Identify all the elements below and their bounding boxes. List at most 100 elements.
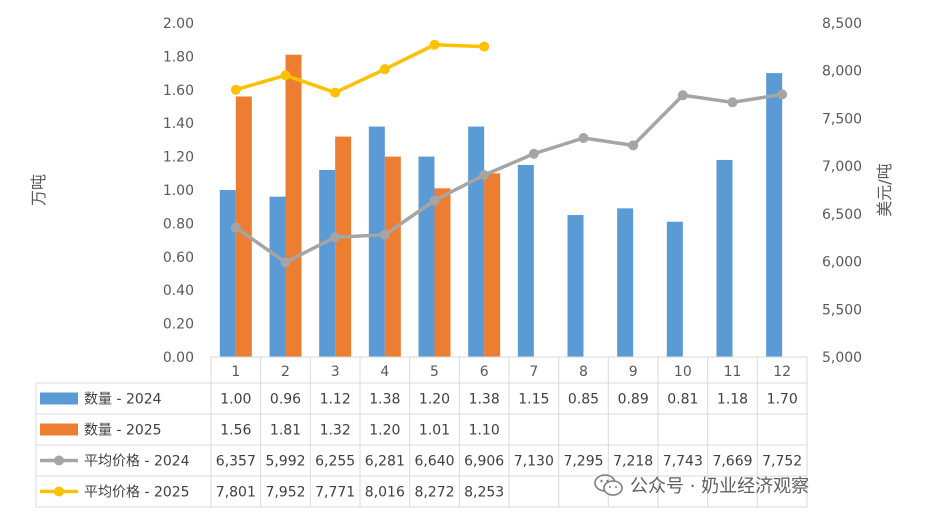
legend-key <box>40 392 78 405</box>
bar <box>285 54 302 357</box>
data-label: 1.10 <box>469 423 500 439</box>
data-label: 1.15 <box>518 392 549 408</box>
x-tick-label: 4 <box>380 364 389 380</box>
data-label: 1.18 <box>717 392 748 408</box>
data-label: 6,640 <box>414 454 454 470</box>
line-point <box>727 97 738 108</box>
bar <box>484 173 501 357</box>
data-label: 8,272 <box>414 485 454 501</box>
data-label: 7,295 <box>563 454 603 470</box>
y2-tick-label: 6,000 <box>822 255 862 271</box>
line-point <box>479 41 490 52</box>
legend-label: 平均价格 - 2025 <box>84 485 190 501</box>
line-point <box>479 170 490 181</box>
line-point <box>528 148 539 159</box>
data-label: 0.89 <box>618 392 649 408</box>
y-axis-title: 万吨 <box>29 174 48 206</box>
x-tick-label: 9 <box>629 364 638 380</box>
bar <box>617 208 634 357</box>
watermark-text: 公众号 · 奶业经济观察 <box>630 476 810 497</box>
x-tick-label: 10 <box>674 364 692 380</box>
data-label: 5,992 <box>265 454 305 470</box>
line-point <box>330 87 341 98</box>
legend-key <box>40 423 78 436</box>
y-tick-label: 1.60 <box>163 83 194 99</box>
y-tick-label: 1.80 <box>163 49 194 65</box>
bar <box>335 136 352 357</box>
legend-label: 平均价格 - 2024 <box>84 454 190 470</box>
series-line <box>235 43 485 95</box>
data-label: 6,357 <box>216 454 256 470</box>
y-tick-label: 2.00 <box>163 16 194 32</box>
legend-label: 数量 - 2024 <box>84 392 162 408</box>
data-label: 1.38 <box>369 392 400 408</box>
y2-axis-title: 美元/吨 <box>875 163 894 216</box>
bar <box>384 156 401 357</box>
bar <box>368 126 385 357</box>
line-point <box>379 64 390 75</box>
y-tick-label: 0.60 <box>163 250 194 266</box>
line-point <box>330 232 341 243</box>
data-label: 7,130 <box>514 454 554 470</box>
data-label: 0.81 <box>667 392 698 408</box>
y2-tick-label: 5,500 <box>822 302 862 318</box>
data-label: 1.20 <box>419 392 450 408</box>
data-label: 7,952 <box>265 485 305 501</box>
y-tick-label: 0.80 <box>163 216 194 232</box>
bar <box>716 159 733 357</box>
data-label: 1.20 <box>369 423 400 439</box>
data-label: 1.81 <box>270 423 301 439</box>
line-point <box>429 39 440 50</box>
data-label: 6,281 <box>365 454 405 470</box>
y-tick-label: 0.00 <box>163 350 194 366</box>
data-label: 6,906 <box>464 454 504 470</box>
x-tick-label: 1 <box>231 364 240 380</box>
line-point <box>280 70 291 81</box>
line-point <box>677 90 688 101</box>
data-label: 1.01 <box>419 423 450 439</box>
y-tick-label: 1.20 <box>163 150 194 166</box>
y-tick-label: 1.00 <box>163 183 194 199</box>
line-point <box>578 132 589 143</box>
bar <box>434 188 451 357</box>
legend-key-marker <box>54 486 64 497</box>
y2-tick-label: 8,500 <box>822 16 862 32</box>
data-label: 7,669 <box>712 454 752 470</box>
bar <box>517 164 534 357</box>
data-label: 7,218 <box>613 454 653 470</box>
x-tick-label: 8 <box>579 364 588 380</box>
line-point <box>230 222 241 233</box>
bar <box>766 73 783 357</box>
line-point <box>429 195 440 206</box>
x-tick-label: 6 <box>480 364 489 380</box>
data-label: 1.00 <box>220 392 251 408</box>
legend-key-marker <box>54 455 64 466</box>
x-tick-label: 5 <box>430 364 439 380</box>
data-label: 7,801 <box>216 485 256 501</box>
x-tick-label: 2 <box>281 364 290 380</box>
watermark: 公众号 · 奶业经济观察 <box>594 470 809 500</box>
line-point <box>230 84 241 95</box>
y2-tick-label: 8,000 <box>822 64 862 80</box>
x-tick-label: 3 <box>331 364 340 380</box>
data-label: 8,016 <box>365 485 405 501</box>
data-label: 7,771 <box>315 485 355 501</box>
wechat-icon <box>594 474 623 496</box>
legend-label: 数量 - 2025 <box>84 423 162 439</box>
data-label: 1.32 <box>320 423 351 439</box>
bar <box>319 169 336 357</box>
bar <box>666 221 683 357</box>
x-tick-label: 11 <box>724 364 742 380</box>
bar <box>567 215 584 357</box>
data-label: 1.70 <box>767 392 798 408</box>
y2-tick-label: 5,000 <box>822 350 862 366</box>
x-tick-label: 12 <box>773 364 791 380</box>
y-tick-label: 1.40 <box>163 116 194 132</box>
line-point <box>628 140 639 151</box>
line-point <box>280 257 291 268</box>
y2-tick-label: 7,000 <box>822 159 862 175</box>
data-label: 1.38 <box>469 392 500 408</box>
y2-tick-label: 6,500 <box>822 207 862 223</box>
